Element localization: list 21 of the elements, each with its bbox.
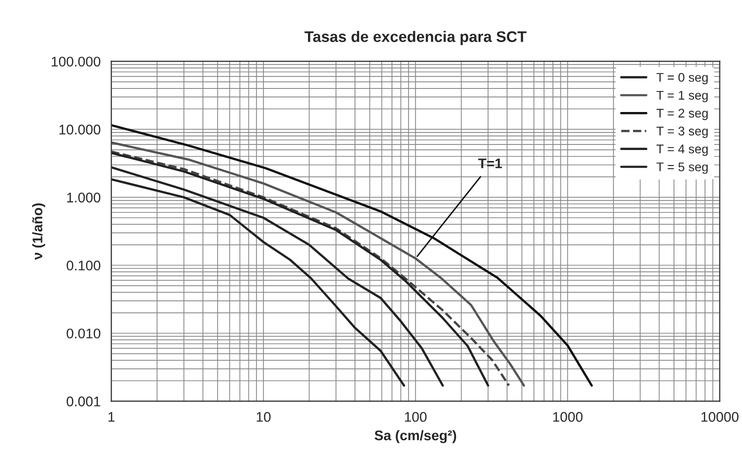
chart-title: Tasas de excedencia para SCT	[304, 30, 526, 46]
y-tick-label: 0.100	[66, 260, 100, 270]
legend-label: T = 4 seg	[656, 144, 708, 156]
x-axis-title: Sa (cm/seg²)	[374, 430, 456, 444]
y-tick-label: 0.001	[66, 396, 100, 406]
y-tick-label: 10.000	[59, 124, 100, 134]
legend-label: T = 3 seg	[656, 126, 708, 138]
annotation: T=1	[478, 158, 502, 168]
x-tick-label: 100	[404, 412, 427, 422]
legend-label: T = 5 seg	[656, 162, 708, 174]
x-tick-label: 1	[108, 412, 114, 422]
x-tick-label: 1000	[553, 412, 583, 422]
x-tick-label: 10000	[701, 412, 739, 422]
y-tick-label: 1.000	[67, 192, 100, 202]
y-tick-label: 0.010	[66, 328, 100, 338]
y-tick-label: 100.000	[52, 56, 100, 67]
y-axis-title: ν (1/año)	[32, 203, 46, 260]
legend-label: T = 0 seg	[656, 72, 708, 84]
legend-label: T = 1 seg	[656, 90, 708, 102]
x-tick-label: 10	[256, 412, 271, 422]
legend-label: T = 2 seg	[656, 108, 708, 120]
